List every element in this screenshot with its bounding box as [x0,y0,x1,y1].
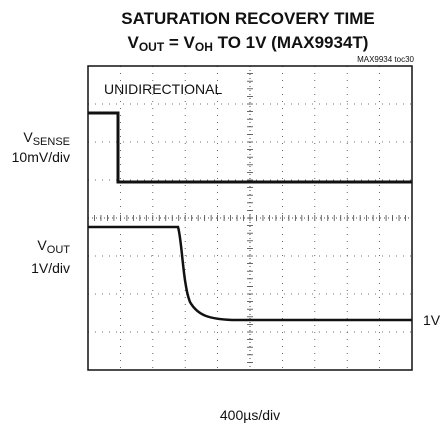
channel-name-part: V [37,237,47,253]
level-marker: 1V [423,312,441,328]
channel-scale: 1V/div [31,260,70,276]
scope-grid [87,65,413,371]
channel-name: VOUT [37,237,70,256]
channel-name-part: V [23,129,33,145]
figure-id: MAX9934 toc30 [357,55,414,64]
channel-name-part: SENSE [33,136,70,148]
channel-scale: 10mV/div [12,149,70,165]
subtitle: VOUT = VOH TO 1V (MAX9934T) [128,33,369,54]
subtitle-part: OUT [139,40,165,54]
subtitle-part: OH [195,40,213,54]
vsense-trace [88,111,412,184]
channel-name-part: OUT [47,244,71,256]
title: SATURATION RECOVERY TIME [121,9,374,28]
channel-name: VSENSE [23,129,70,148]
vout-trace [88,225,412,322]
mode-label: UNIDIRECTIONAL [104,81,222,97]
subtitle-part: V [128,33,140,52]
time-scale: 400µs/div [220,407,280,423]
subtitle-part: TO 1V (MAX9934T) [213,33,369,52]
subtitle-part: = V [164,33,195,52]
screen-border [87,65,413,371]
